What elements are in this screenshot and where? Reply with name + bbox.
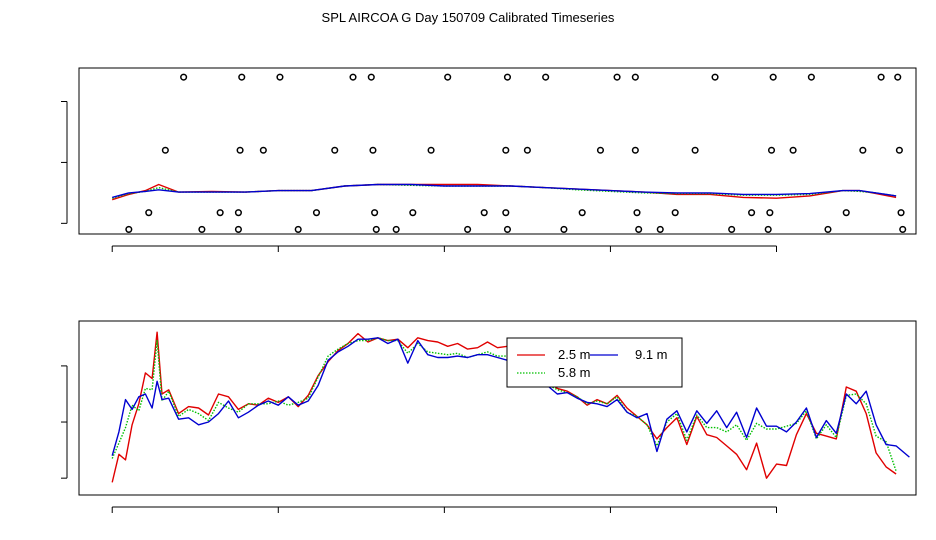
legend-label-2-5m: 2.5 m xyxy=(558,347,591,362)
calibration-point-476-3 xyxy=(349,73,357,81)
calibration-point-476-4 xyxy=(367,73,375,81)
calibration-point-376-14 xyxy=(899,225,907,233)
calibration-point-376-2 xyxy=(234,225,242,233)
calibration-point-376-3 xyxy=(294,225,302,233)
calibration-point-376-6 xyxy=(464,225,472,233)
calibration-point-387-8 xyxy=(578,209,586,217)
calibration-point-428-4 xyxy=(369,146,377,154)
calibration-point-387-10 xyxy=(671,209,679,217)
calibration-point-387-4 xyxy=(371,209,379,217)
calibration-point-428-11 xyxy=(767,146,776,154)
calibration-point-376-4 xyxy=(372,225,380,233)
calibration-point-376-9 xyxy=(635,225,643,233)
calibration-point-428-1 xyxy=(236,146,244,154)
calibration-point-428-3 xyxy=(331,146,339,154)
calibration-point-428-9 xyxy=(631,146,639,154)
plot-frame xyxy=(78,67,917,235)
series-line-9-1-m xyxy=(112,183,897,199)
calibration-point-428-6 xyxy=(502,146,510,154)
calibration-point-387-7 xyxy=(502,209,510,217)
calibration-point-476-9 xyxy=(631,73,639,81)
calibration-point-428-12 xyxy=(789,146,797,154)
legend-box xyxy=(506,337,683,388)
legend-label-5-8m: 5.8 m xyxy=(558,365,591,380)
calibration-point-428-13 xyxy=(859,146,867,154)
calibration-point-428-10 xyxy=(691,146,699,154)
calibration-point-476-0 xyxy=(180,73,188,81)
calibration-point-476-13 xyxy=(877,73,885,81)
legend: 2.5 m 5.8 m 9.1 m xyxy=(506,337,683,388)
calibration-point-387-2 xyxy=(234,209,242,217)
calibration-point-376-0 xyxy=(125,225,133,233)
figure-title: SPL AIRCOA G Day 150709 Calibrated Times… xyxy=(322,10,615,25)
plot-frame xyxy=(78,320,917,496)
calibration-point-387-11 xyxy=(748,209,756,217)
calibration-point-387-0 xyxy=(145,209,153,217)
legend-label-9-1m: 9.1 m xyxy=(635,347,668,362)
calibration-point-387-5 xyxy=(409,209,417,217)
calibration-point-376-13 xyxy=(824,225,832,233)
calibration-point-476-1 xyxy=(238,73,246,81)
calibration-point-428-8 xyxy=(596,146,605,154)
calibration-point-428-14 xyxy=(895,146,903,154)
calibration-point-428-0 xyxy=(161,146,169,154)
calibration-point-376-7 xyxy=(503,225,512,233)
calibration-point-387-1 xyxy=(216,209,224,217)
calibration-point-376-1 xyxy=(198,225,206,233)
calibration-point-476-12 xyxy=(807,73,815,81)
calibration-point-476-7 xyxy=(542,73,550,81)
calibration-point-428-2 xyxy=(259,146,267,154)
calibration-point-376-11 xyxy=(728,225,736,233)
calibration-point-387-6 xyxy=(480,209,488,217)
calibration-point-376-8 xyxy=(560,225,568,233)
calibration-point-376-5 xyxy=(392,225,400,233)
calibration-point-387-9 xyxy=(633,209,641,217)
series-line-5-8-m xyxy=(111,337,897,472)
bottom-panel xyxy=(61,320,917,513)
calibration-point-476-11 xyxy=(769,73,777,81)
calibration-point-476-2 xyxy=(276,73,284,81)
calibration-point-387-14 xyxy=(897,209,905,217)
calibration-point-428-5 xyxy=(427,146,435,154)
calibration-point-476-14 xyxy=(894,73,902,81)
calibration-point-376-12 xyxy=(764,225,772,233)
series-line-2-5-m xyxy=(111,331,897,483)
calibration-point-387-12 xyxy=(766,209,774,217)
calibration-point-387-13 xyxy=(842,209,850,217)
top-panel xyxy=(61,67,917,252)
calibration-point-476-10 xyxy=(711,73,719,81)
calibration-point-476-6 xyxy=(503,73,512,81)
calibration-point-376-10 xyxy=(656,225,664,233)
calibration-point-428-7 xyxy=(523,146,531,154)
calibration-point-476-8 xyxy=(613,73,621,81)
calibration-point-387-3 xyxy=(312,209,321,217)
calibration-point-476-5 xyxy=(444,73,452,81)
series-line-9-1-m xyxy=(111,337,910,458)
